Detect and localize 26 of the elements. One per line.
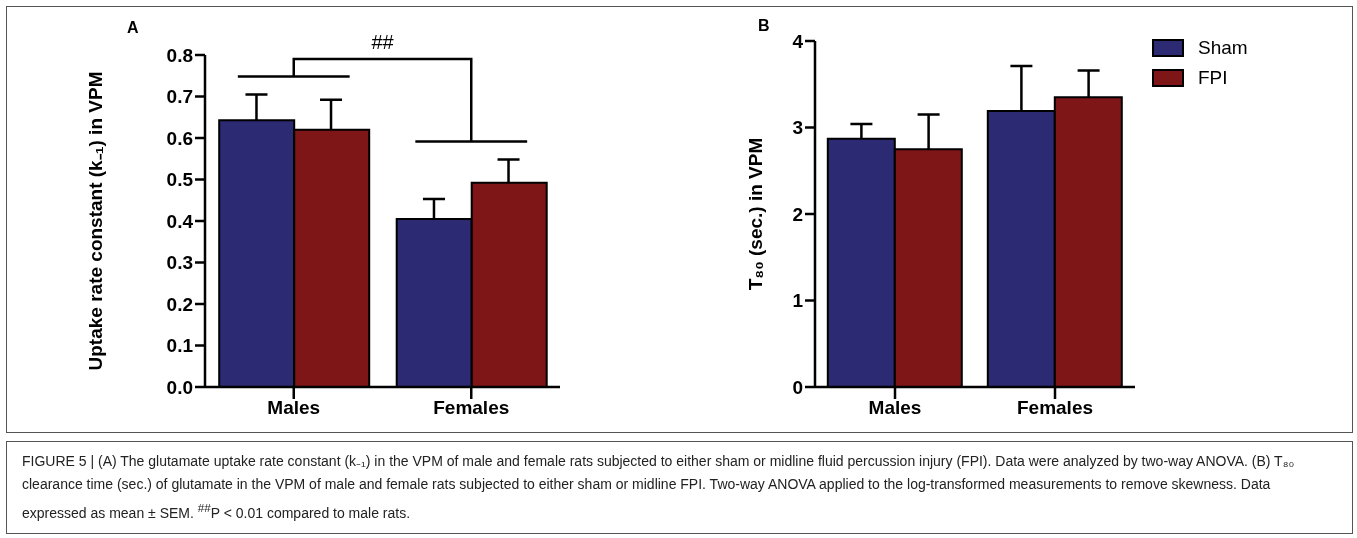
- y-tick-label: 0: [792, 376, 803, 398]
- y-tick-label: 0.2: [166, 293, 193, 315]
- y-tick-label: 0.8: [166, 44, 193, 66]
- y-tick-label: 0.6: [166, 127, 193, 149]
- y-axis-title: T₈₀ (sec.) in VPM: [744, 137, 766, 291]
- text: ##: [371, 31, 395, 53]
- y-tick-label: 2: [792, 203, 803, 225]
- x-tick-label: Males: [267, 397, 321, 419]
- y-tick-label: 0.0: [166, 376, 193, 398]
- y-tick-label: 0.5: [166, 169, 194, 191]
- x-tick-label: Males: [868, 397, 922, 419]
- y-tick-label: 0.1: [166, 335, 194, 357]
- y-tick-label: 3: [792, 117, 803, 139]
- legend-label: FPI: [1198, 67, 1228, 89]
- y-tick-label: 1: [792, 290, 804, 312]
- y-axis-title: Uptake rate constant (k₋₁) in VPM: [84, 71, 106, 371]
- y-tick-label: 0.3: [166, 252, 193, 274]
- caption: FIGURE 5 | (A) The glutamate uptake rate constant (k₋₁) in the VPM of male and female rats subjected to either sham or midline fluid percussion injury (FPI). Data were analyzed by two-way ANOVA. (B) T₈₀ clearance time (sec.) of glutamate in the VPM of male and female rats subjected to either sham or midline FPI. Two-way ANOVA applied to the log-transformed measurements to remove skewness. Data expressed as mean ± SEM. $^{##}$P < 0.01 compared to male rats.: [22, 453, 1295, 521]
- chart-title: A: [127, 19, 139, 37]
- legend-label: Sham: [1198, 37, 1248, 59]
- x-tick-label: Females: [1016, 397, 1094, 419]
- y-tick-label: 0.7: [166, 86, 193, 108]
- y-tick-label: 0.4: [166, 210, 194, 232]
- y-tick-label: 4: [792, 30, 804, 52]
- x-tick-label: Females: [433, 397, 510, 419]
- chart-title: B: [758, 17, 770, 35]
